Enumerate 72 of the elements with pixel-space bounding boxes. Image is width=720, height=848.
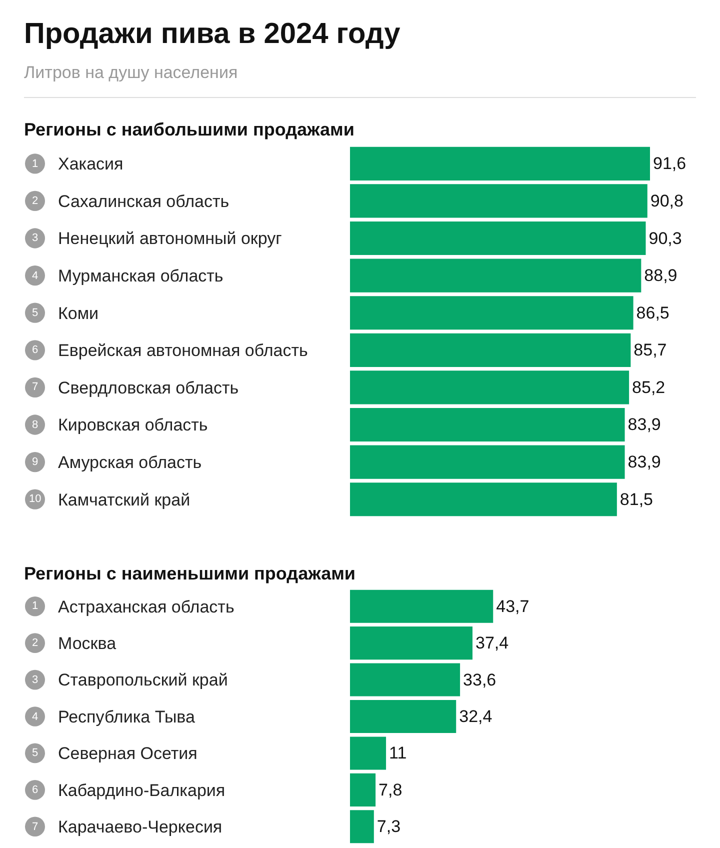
bar [350, 296, 634, 330]
data-label: 7,8 [378, 780, 402, 800]
data-label: 32,4 [459, 707, 492, 726]
data-label: 33,6 [463, 670, 496, 690]
bar [350, 663, 460, 696]
y-tick-label: Мурманская область [58, 266, 224, 286]
bar [350, 184, 648, 218]
bar [350, 408, 625, 442]
text: Регионы с наибольшими продажами [24, 119, 354, 140]
y-tick-label: Хакасия [58, 154, 124, 174]
y-tick-label: Камчатский край [58, 490, 190, 510]
text: 1 [32, 158, 38, 170]
y-tick-label: Карачаево-Черкесия [58, 818, 222, 837]
bar [350, 258, 642, 292]
data-label: 83,9 [628, 452, 661, 472]
y-tick-label: Ненецкий автономный округ [58, 229, 282, 248]
text: 9 [32, 456, 38, 468]
bar [350, 221, 646, 256]
text: 6 [32, 344, 38, 356]
y-tick-label: Коми [58, 304, 99, 323]
y-tick-label: Кабардино-Балкария [58, 780, 226, 800]
y-tick-label: Амурская область [58, 453, 202, 472]
text: 7 [32, 821, 38, 833]
bar [350, 590, 494, 623]
text: 3 [32, 232, 38, 244]
text: 4 [32, 711, 38, 723]
y-tick-label: Сахалинская область [58, 192, 230, 211]
text: 2 [32, 637, 38, 649]
bar [350, 445, 625, 479]
bar [350, 626, 472, 660]
text: 7 [32, 381, 38, 393]
y-tick-label: Астраханская область [58, 597, 234, 616]
y-tick-label: Ставропольский край [58, 670, 228, 690]
data-label: 91,6 [653, 154, 686, 174]
data-label: 7,3 [376, 817, 401, 836]
data-label: 85,7 [634, 340, 667, 360]
data-label: 90,8 [650, 191, 684, 210]
text: 5 [32, 307, 38, 319]
text: 5 [32, 747, 38, 759]
bar [350, 773, 376, 806]
text: Регионы с наименьшими продажами [24, 563, 356, 584]
bar [350, 810, 374, 844]
bar [350, 370, 630, 404]
data-label: 88,9 [644, 266, 678, 286]
bar [350, 736, 386, 770]
bar [350, 482, 617, 516]
data-label: 85,2 [632, 378, 666, 397]
text: 1 [32, 600, 38, 612]
data-label: 83,9 [628, 415, 661, 434]
data-label: 90,3 [648, 228, 682, 248]
data-label: 81,5 [620, 490, 654, 509]
data-label: 43,7 [496, 596, 530, 616]
data-label: 86,5 [636, 303, 670, 322]
y-tick-label: Северная Осетия [58, 744, 198, 764]
bar [350, 146, 650, 180]
y-tick-label: Свердловская область [58, 378, 239, 398]
text: 8 [32, 419, 38, 431]
y-tick-label: Республика Тыва [58, 707, 196, 726]
y-tick-label: Москва [58, 634, 117, 654]
data-label: 37,4 [475, 634, 509, 653]
text: 4 [32, 270, 38, 282]
text: 10 [29, 493, 42, 505]
text: Продажи пива в 2024 году [24, 18, 400, 51]
data-label: 11 [389, 744, 407, 763]
y-tick-label: Еврейская автономная область [58, 341, 308, 360]
text: Литров на душу населения [24, 63, 238, 83]
text: 2 [32, 195, 38, 207]
bar [350, 700, 456, 734]
y-tick-label: Кировская область [58, 416, 208, 435]
text: 6 [32, 784, 38, 796]
bar [350, 333, 631, 367]
text: 3 [32, 674, 38, 686]
